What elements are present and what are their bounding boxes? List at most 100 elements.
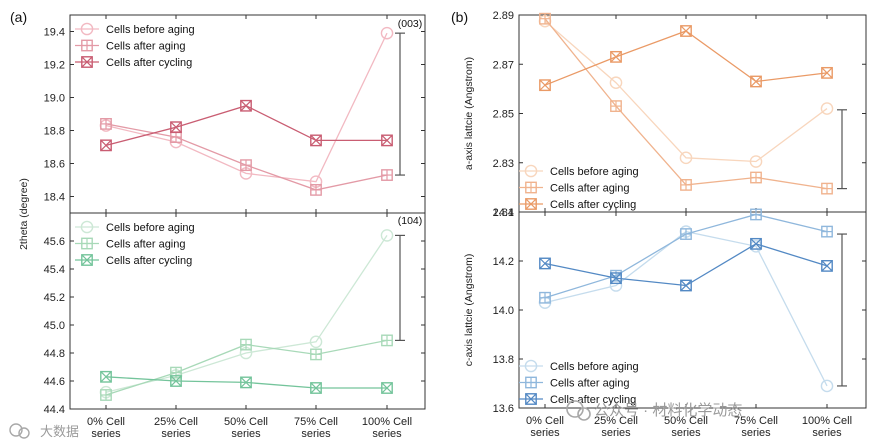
peak-annotation: (104) (398, 215, 423, 227)
data-point (381, 382, 393, 394)
y-tick-label: 45.4 (44, 264, 65, 276)
data-point (240, 338, 252, 351)
data-point (539, 12, 551, 25)
data-point (609, 76, 623, 90)
data-point (309, 335, 323, 349)
y-axis-title: c-axis lattcie (Angstrom) (463, 254, 475, 367)
data-point (381, 334, 393, 347)
data-point (680, 25, 692, 37)
legend-marker (81, 237, 93, 250)
legend-label: Cells after cycling (550, 394, 636, 406)
panel-label-b: (b) (451, 9, 468, 25)
data-point (100, 370, 112, 383)
range-bar (837, 109, 847, 190)
corner-logo-icon (9, 423, 30, 439)
legend-marker (80, 220, 94, 234)
watermark: 公众号 · 材料化学动态 大数据 (9, 400, 742, 439)
y-tick-label: 2.83 (493, 158, 514, 170)
data-point (821, 66, 833, 79)
data-point (750, 75, 762, 88)
x-tick-label: 75% Cell series (294, 416, 338, 440)
legend-marker (524, 359, 538, 373)
y-tick-label: 18.4 (44, 192, 65, 204)
data-point (820, 102, 834, 115)
series-line (105, 105, 387, 146)
y-tick-label: 19.4 (44, 27, 65, 39)
shared-x-axes: 0% Cell series 25% Cell series 50% Cell serie… (87, 415, 852, 440)
data-point (821, 260, 833, 272)
watermark-text: 公众号 · 材料化学动态 (594, 402, 742, 419)
data-point (750, 208, 762, 221)
x-tick-label: 50% Cell series (224, 416, 268, 440)
data-point (100, 139, 112, 152)
data-point (680, 279, 692, 292)
x-tick-label: 75% Cell series (734, 415, 778, 439)
peak-annotation: (003) (398, 18, 423, 30)
data-point (539, 257, 551, 270)
series-line (544, 20, 828, 163)
data-point (310, 382, 322, 394)
data-point (610, 100, 622, 113)
y-tick-label: 18.8 (44, 126, 65, 138)
legend-label: Cells after cycling (106, 57, 192, 69)
legend-marker (81, 56, 93, 68)
data-point (310, 348, 322, 361)
data-point (100, 117, 112, 130)
y-tick-label: 14.4 (493, 207, 514, 219)
data-point (749, 155, 763, 168)
y-tick-label: 14.0 (493, 305, 514, 317)
series-line (105, 235, 388, 393)
legend-marker (81, 39, 93, 52)
y-tick-label: 2.89 (493, 10, 514, 22)
range-bar (837, 233, 847, 387)
legend: Cells before aging Cells after aging Cells… (75, 220, 195, 267)
range-bar (395, 234, 405, 341)
data-point (240, 159, 252, 172)
corner-watermark-text: 大数据 (40, 424, 79, 439)
x-tick-label: 100% Cell series (802, 415, 852, 439)
watermark-logo-icon (566, 400, 591, 421)
y-tick-label: 13.6 (493, 403, 514, 415)
y-tick-label: 45.2 (44, 292, 65, 304)
y-tick-label: 45.0 (44, 320, 65, 332)
a-y-axis-title: 2theta (degree) (18, 178, 30, 250)
x-tick-label: 100% Cell series (362, 416, 412, 440)
data-point (610, 272, 622, 285)
legend-label: Cells after aging (550, 378, 630, 390)
data-point (310, 134, 322, 147)
series-line (105, 32, 388, 183)
y-tick-label: 2.85 (493, 109, 514, 121)
legend-label: Cells after aging (106, 41, 186, 53)
y-tick-label: 13.8 (493, 354, 514, 366)
legend-label: Cells before aging (106, 222, 195, 234)
data-point (240, 376, 252, 389)
data-point (821, 182, 833, 195)
x-tick-label: 25% Cell series (154, 416, 198, 440)
legend-marker (81, 254, 93, 266)
x-tick-label: 0% Cell series (526, 415, 564, 439)
x-tick-label: 25% Cell series (594, 415, 638, 439)
y-tick-label: 2.87 (493, 59, 514, 71)
y-axis-title: a-axis lattcie (Angstrom) (463, 57, 475, 170)
data-point (679, 151, 693, 165)
legend-label: Cells after aging (550, 183, 630, 195)
series-line (544, 243, 828, 287)
y-tick-label: 19.2 (44, 60, 65, 72)
data-point (380, 229, 394, 242)
data-point (680, 228, 692, 240)
data-point (380, 26, 394, 40)
y-tick-label: 2.81 (493, 207, 514, 219)
panel-label-a: (a) (10, 9, 27, 25)
legend: Cells before aging Cells after aging Cells… (75, 22, 195, 69)
data-point (170, 121, 182, 134)
legend: Cells before aging Cells after aging Cells… (519, 359, 639, 406)
legend-marker (525, 376, 537, 389)
y-tick-label: 14.2 (493, 256, 514, 268)
legend-marker (525, 198, 537, 210)
data-point (170, 375, 182, 387)
y-tick-label: 18.6 (44, 159, 65, 171)
data-point (100, 389, 112, 401)
x-tick-label: 0% Cell series (87, 416, 125, 440)
legend-marker (525, 393, 537, 405)
data-point (539, 291, 551, 304)
